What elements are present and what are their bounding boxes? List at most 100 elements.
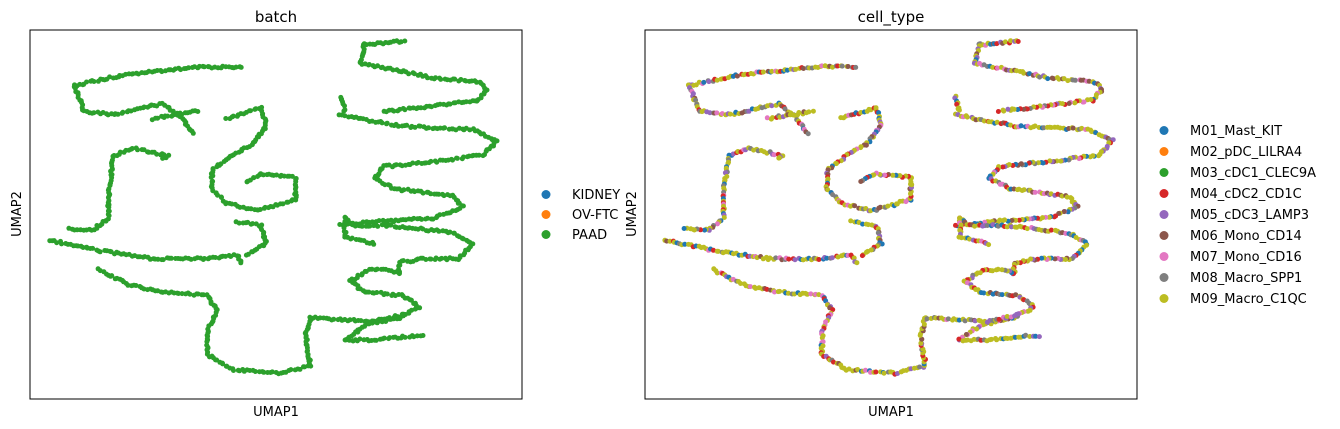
legend: M01_Mast_KIT M02_pDC_LILRA4 M03_cDC1_CLEC9… — [1159, 124, 1316, 307]
scatter-point — [974, 326, 980, 332]
scatter-points — [47, 38, 500, 377]
scatter-point — [785, 290, 791, 296]
scatter-points — [662, 38, 1116, 377]
scatter-point — [397, 162, 403, 168]
scatter-point — [1072, 77, 1078, 83]
scatter-point — [1086, 78, 1092, 84]
scatter-point — [436, 191, 442, 197]
scatter-point — [956, 107, 962, 113]
scatter-point — [382, 182, 388, 188]
scatter-point — [341, 108, 347, 114]
scatter-point — [381, 108, 387, 114]
legend-label: M04_cDC2_CD1C — [1190, 187, 1302, 202]
scatter-point — [1000, 107, 1006, 113]
scatter-point — [858, 179, 864, 184]
scatter-point — [1004, 314, 1010, 319]
scatter-point — [1039, 255, 1045, 261]
scatter-point — [1079, 125, 1085, 131]
scatter-point — [1023, 332, 1029, 338]
scatter-point — [1008, 38, 1014, 44]
legend-label: M01_Mast_KIT — [1190, 124, 1282, 139]
scatter-point — [219, 195, 224, 200]
scatter-point — [208, 174, 214, 180]
scatter-point — [238, 260, 244, 266]
scatter-point — [990, 64, 996, 70]
scatter-point — [359, 223, 365, 229]
scatter-point — [1061, 76, 1067, 82]
scatter-point — [839, 63, 845, 69]
scatter-point — [792, 257, 798, 263]
scatter-point — [986, 242, 992, 248]
scatter-point — [999, 292, 1005, 298]
scatter-point — [956, 336, 962, 342]
panel-batch: batch UMAP1 UMAP2 KIDNEY OV-FTC PAAD — [10, 8, 620, 420]
scatter-point — [1046, 214, 1052, 220]
scatter-point — [187, 291, 193, 297]
scatter-point — [1018, 123, 1024, 129]
scatter-point — [238, 64, 244, 70]
scatter-point — [244, 179, 250, 185]
scatter-point — [1096, 153, 1102, 159]
scatter-point — [257, 207, 263, 212]
legend-marker — [1159, 273, 1169, 282]
scatter-point — [710, 247, 716, 253]
scatter-point — [168, 255, 174, 261]
scatter-point — [801, 66, 806, 71]
scatter-point — [1070, 125, 1076, 131]
scatter-point — [423, 216, 429, 222]
legend-label: KIDNEY — [572, 188, 620, 203]
scatter-point — [981, 290, 987, 296]
scatter-point — [981, 118, 987, 124]
scatter-point — [715, 248, 721, 254]
scatter-point — [1008, 122, 1014, 128]
scatter-point — [999, 267, 1005, 273]
scatter-point — [994, 337, 1000, 343]
legend-item: KIDNEY — [541, 188, 620, 203]
scatter-point — [796, 110, 802, 115]
scatter-point — [852, 203, 858, 209]
scatter-point — [769, 103, 775, 109]
legend-item: M06_Mono_CD14 — [1159, 229, 1302, 244]
scatter-point — [129, 146, 135, 151]
scatter-point — [956, 317, 962, 323]
scatter-point — [786, 256, 792, 262]
scatter-point — [417, 123, 423, 129]
legend-marker — [1159, 231, 1169, 240]
scatter-point — [917, 364, 923, 370]
x-axis-label: UMAP1 — [868, 405, 914, 420]
scatter-point — [337, 222, 343, 227]
scatter-point — [1041, 125, 1047, 131]
scatter-point — [155, 115, 161, 121]
legend-label: M05_cDC3_LAMP3 — [1190, 208, 1309, 223]
scatter-point — [1009, 224, 1014, 230]
scatter-point — [1036, 334, 1042, 340]
scatter-point — [1021, 187, 1027, 193]
scatter-point — [773, 255, 779, 261]
scatter-point — [405, 258, 411, 264]
scatter-point — [375, 63, 381, 69]
scatter-point — [371, 241, 377, 247]
scatter-point — [381, 335, 387, 341]
scatter-point — [688, 226, 694, 232]
scatter-point — [474, 79, 480, 85]
scatter-point — [972, 318, 978, 324]
scatter-point — [747, 284, 753, 290]
scatter-point — [437, 256, 443, 262]
scatter-point — [714, 270, 720, 276]
scatter-point — [186, 65, 191, 71]
scatter-point — [433, 75, 438, 81]
scatter-point — [379, 120, 385, 126]
scatter-point — [1005, 106, 1011, 112]
legend-item: M03_cDC1_CLEC9A — [1159, 166, 1316, 181]
scatter-point — [816, 257, 822, 262]
legend-marker — [1159, 294, 1169, 303]
scatter-point — [835, 63, 841, 69]
legend-label: PAAD — [572, 228, 607, 243]
scatter-point — [1013, 292, 1019, 298]
scatter-point — [706, 79, 712, 85]
scatter-point — [442, 125, 448, 131]
scatter-point — [349, 235, 355, 241]
legend-item: PAAD — [541, 228, 607, 243]
scatter-point — [373, 337, 379, 343]
scatter-point — [964, 114, 970, 120]
